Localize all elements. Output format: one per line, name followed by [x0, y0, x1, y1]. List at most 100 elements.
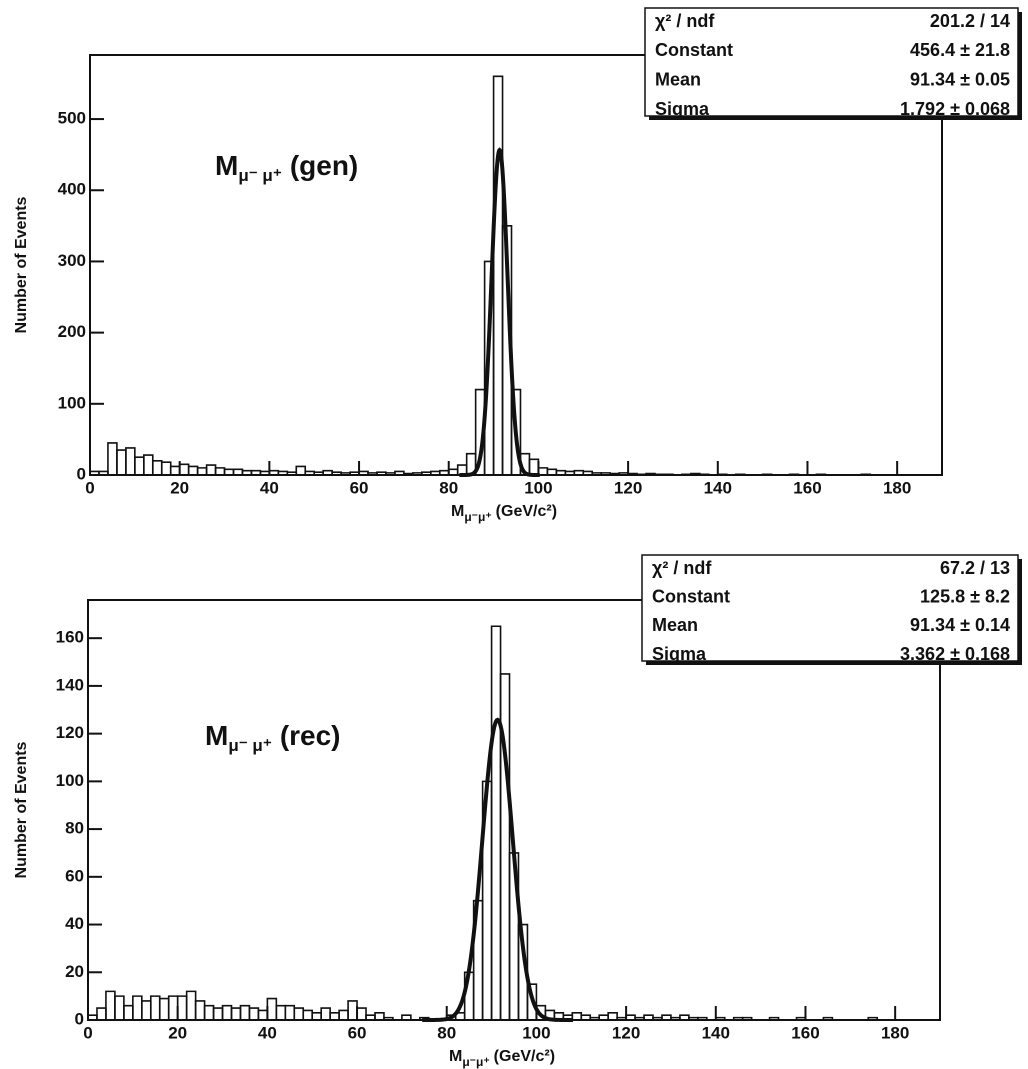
stats-value: 67.2 / 13 [940, 558, 1010, 578]
x-tick-label: 100 [524, 478, 552, 497]
annotation-sub: μ⁻ μ⁺ [228, 736, 271, 755]
histogram-bin [149, 995, 161, 1020]
y-tick-label: 100 [56, 771, 84, 790]
stats-name: Constant [655, 40, 733, 60]
x-tick-label: 80 [439, 478, 458, 497]
x-label-main: M [449, 1048, 462, 1065]
histogram-bin [492, 75, 504, 475]
y-axis-label: Number of Events [13, 196, 30, 333]
histogram-bin [221, 1004, 233, 1020]
x-label-sub: μ⁻μ⁺ [462, 1055, 489, 1069]
y-tick-label: 400 [58, 180, 86, 199]
y-tick-label: 500 [58, 109, 86, 128]
histogram-bin [697, 1016, 708, 1020]
histogram-bin [230, 1007, 242, 1020]
stats-value: 91.34 ± 0.14 [910, 615, 1010, 635]
histogram-bin [528, 458, 540, 475]
y-tick-label: 160 [56, 628, 84, 647]
plot-frame [89, 54, 943, 476]
x-tick-label: 140 [702, 1023, 730, 1042]
x-tick-label: 20 [170, 478, 189, 497]
histogram-bin [239, 1004, 251, 1020]
histogram-bin [320, 1007, 331, 1020]
annotation-main: M [205, 720, 228, 751]
x-tick-label: 0 [83, 1023, 92, 1042]
stats-name: Constant [652, 586, 730, 606]
histogram-bin [205, 464, 217, 475]
histogram-bin [295, 465, 307, 475]
histogram-bin [284, 1004, 296, 1020]
histogram-bin [248, 1007, 260, 1020]
y-tick-label: 80 [65, 819, 84, 838]
x-tick-label: 120 [614, 478, 642, 497]
y-tick-label: 60 [65, 866, 84, 885]
histogram-bin [499, 673, 511, 1020]
histogram-bin [383, 1016, 394, 1020]
histogram-bin [123, 1004, 134, 1020]
x-tick-label: 20 [168, 1023, 187, 1042]
annotation: Mμ⁻ μ⁺ (rec) [205, 720, 341, 755]
histogram-bin [96, 1007, 107, 1020]
histogram-bin [302, 1009, 314, 1020]
histogram-bin [266, 997, 278, 1020]
x-tick-label: 0 [85, 478, 94, 497]
y-tick-label: 40 [65, 914, 84, 933]
stats-value: 201.2 / 14 [930, 11, 1010, 31]
x-tick-label: 180 [881, 1023, 909, 1042]
x-tick-label: 40 [258, 1023, 277, 1042]
x-label-sub: μ⁻μ⁺ [464, 510, 491, 524]
histogram-bin [571, 1012, 583, 1020]
histogram-bin [607, 1012, 618, 1020]
stats-value: 1.792 ± 0.068 [900, 99, 1010, 119]
stats-name: Mean [655, 69, 701, 89]
histogram-bin [293, 1007, 305, 1020]
histogram-bin [125, 447, 136, 475]
stats-value: 456.4 ± 21.8 [910, 40, 1010, 60]
stats-name: χ² / ndf [655, 11, 715, 31]
y-tick-label: 300 [58, 251, 86, 270]
stats-value: 3.362 ± 0.168 [900, 644, 1010, 664]
histogram-bin [194, 1000, 206, 1020]
annotation-sub: μ⁻ μ⁺ [238, 166, 281, 185]
x-tick-label: 60 [350, 478, 369, 497]
fit-curve [459, 147, 540, 477]
histogram-bin [141, 1000, 152, 1020]
histogram-bin [356, 1007, 367, 1020]
stats-value: 125.8 ± 8.2 [920, 586, 1010, 606]
x-axis-label: Mμ⁻μ⁺ (GeV/c²) [451, 503, 557, 524]
x-tick-label: 40 [260, 478, 279, 497]
x-label-unit: (GeV/c²) [496, 503, 557, 520]
histogram-panel: 0 100 200 300 400 500 0 20 40 60 80 100 120 140 160 180… [13, 7, 1022, 524]
x-tick-label: 140 [704, 478, 732, 497]
histogram-bin [196, 467, 208, 475]
histogram-panel: 0 20 40 60 80 100 120 140 160 0 20 40 60 80 100 120 140 1… [13, 554, 1022, 1069]
histogram-bin [526, 983, 538, 1020]
histogram-bin [257, 1009, 269, 1020]
stats-value: 91.34 ± 0.05 [910, 69, 1010, 89]
histogram-bin [212, 1007, 224, 1020]
histogram-bin [132, 995, 143, 1020]
plot-frame [87, 599, 941, 1021]
histogram-bin [114, 995, 125, 1020]
histogram-bin [167, 995, 179, 1020]
histogram-bin [185, 990, 197, 1020]
x-label-main: M [451, 503, 464, 520]
histogram-bin [105, 990, 116, 1020]
y-tick-label: 0 [75, 1009, 84, 1028]
histogram-bin [275, 1004, 287, 1020]
x-axis-label: Mμ⁻μ⁺ (GeV/c²) [449, 1048, 555, 1069]
y-tick-label: 120 [56, 723, 84, 742]
x-tick-label: 180 [883, 478, 911, 497]
annotation-main: M [215, 150, 238, 181]
histogram-bin [169, 465, 181, 475]
y-tick-label: 100 [58, 393, 86, 412]
histogram-bin [107, 442, 118, 475]
histogram-bin [510, 388, 522, 475]
stats-name: χ² / ndf [652, 558, 712, 578]
y-tick-label: 20 [65, 962, 84, 981]
stats-box [641, 554, 1019, 662]
histogram-bin [822, 1016, 834, 1020]
x-tick-label: 160 [793, 478, 821, 497]
x-label-unit: (GeV/c²) [494, 1048, 555, 1065]
